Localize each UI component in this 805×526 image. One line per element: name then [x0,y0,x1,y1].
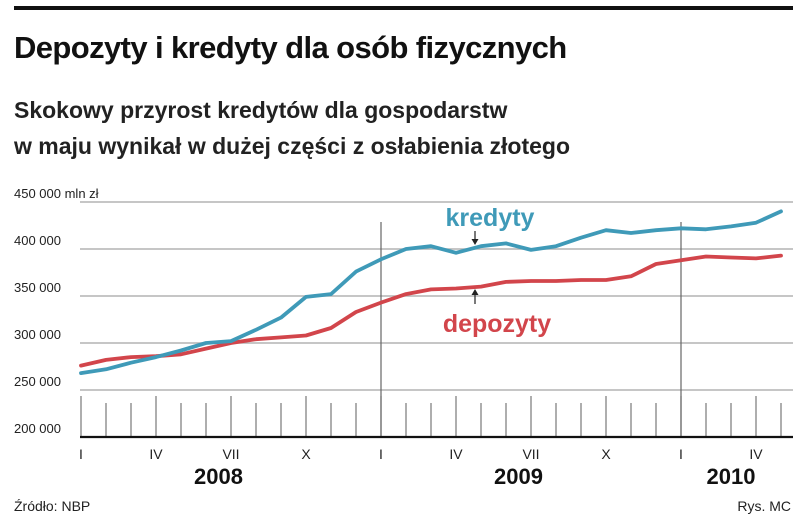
subtitle-line-1: Skokowy przyrost kredytów dla gospodarst… [14,97,508,123]
year-label: 2008 [194,464,243,489]
x-tick-label: IV [149,446,163,462]
year-label: 2009 [494,464,543,489]
subtitle-line-2: w maju wynikał w dużej części z osłabien… [14,133,570,159]
x-tick-label: I [79,446,83,462]
y-tick-label: 400 000 [14,233,61,248]
y-tick-label: 250 000 [14,374,61,389]
x-tick-label: I [679,446,683,462]
x-tick-label: VII [522,446,539,462]
page-subtitle: Skokowy przyrost kredytów dla gospodarst… [14,92,570,164]
x-tick-label: IV [449,446,463,462]
series-line-depozyty [79,253,783,368]
x-tick-label: IV [749,446,763,462]
x-tick-label: I [379,446,383,462]
series-line-kredyty [79,209,783,376]
year-label: 2010 [707,464,756,489]
y-tick-label: 350 000 [14,280,61,295]
series-label-depozyty: depozyty [443,310,551,338]
page-title: Depozyty i kredyty dla osób fizycznych [14,30,567,65]
x-tick-label: VII [222,446,239,462]
source-note: Źródło: NBP [14,498,91,514]
x-tick-label: X [301,446,311,462]
x-tick-label: X [601,446,611,462]
top-rule [14,6,793,10]
leader-arrow-depozyty [471,289,479,295]
y-tick-label: 450 000 mln zł [14,186,99,201]
leader-arrow-kredyty [471,239,479,245]
y-tick-label: 300 000 [14,327,61,342]
y-tick-label: 200 000 [14,421,61,436]
credit-note: Rys. MC [737,498,791,514]
series-label-kredyty: kredyty [446,204,535,232]
